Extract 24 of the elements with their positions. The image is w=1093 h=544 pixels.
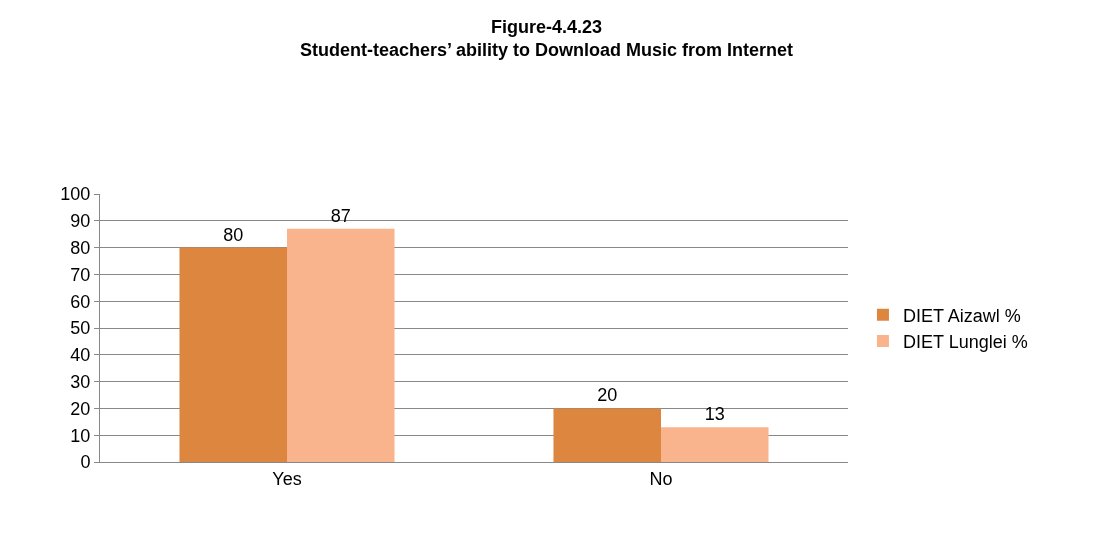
y-tick-label: 100 — [60, 184, 91, 205]
data-label: 80 — [223, 224, 244, 245]
y-tick-label: 90 — [70, 211, 91, 232]
y-tick-label: 40 — [70, 345, 91, 366]
y-tick-label: 80 — [70, 237, 91, 258]
y-tick-label: 20 — [70, 398, 91, 419]
y-tick-label: 60 — [70, 291, 91, 312]
legend-label: DIET Lunglei % — [902, 332, 1028, 353]
bar — [287, 228, 395, 462]
data-label: 13 — [704, 404, 725, 425]
bar — [553, 408, 661, 462]
x-tick-label: No — [649, 468, 673, 489]
x-tick-label: Yes — [272, 468, 302, 489]
bar — [661, 427, 769, 462]
chart-title: Figure-4.4.23 Student-teachers’ ability to Download Music from Internet — [299, 16, 794, 61]
data-label: 20 — [597, 385, 618, 406]
y-tick-label: 50 — [70, 318, 91, 339]
data-label: 87 — [330, 205, 351, 226]
y-tick-label: 0 — [80, 452, 91, 473]
bar — [179, 247, 287, 462]
legend-label: DIET Aizawl % — [902, 305, 1021, 326]
y-tick-label: 10 — [70, 425, 91, 446]
y-tick-label: 30 — [70, 371, 91, 392]
y-tick-label: 70 — [70, 264, 91, 285]
